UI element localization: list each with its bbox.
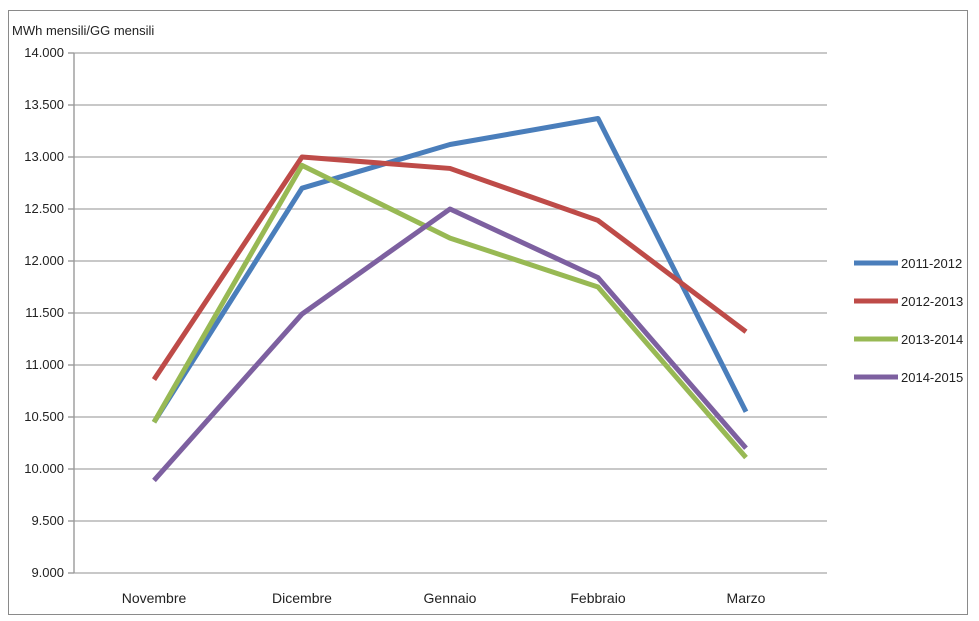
series-layer bbox=[151, 116, 749, 483]
y-tick-label: 11.000 bbox=[25, 357, 64, 372]
x-axis-ticks: Novembre Dicembre Gennaio Febbraio Marzo bbox=[122, 590, 766, 606]
y-tick-label: 14.000 bbox=[24, 45, 64, 60]
y-axis-title: MWh mensili/GG mensili bbox=[12, 23, 154, 38]
legend-label: 2014-2015 bbox=[901, 370, 963, 385]
legend-label: 2013-2014 bbox=[901, 332, 963, 347]
legend: 2011-2012 2012-2013 2013-2014 2014-2015 bbox=[854, 256, 963, 385]
y-tick-label: 9.500 bbox=[31, 513, 64, 528]
series-line-2011-2012 bbox=[151, 116, 749, 424]
y-tick-label: 13.000 bbox=[24, 149, 64, 164]
series-line-2013-2014 bbox=[151, 162, 748, 460]
x-tick-label: Marzo bbox=[727, 590, 766, 606]
y-axis-ticks: 9.000 9.500 10.000 10.500 11.000 11.500 12.000… bbox=[24, 45, 64, 580]
x-tick-label: Febbraio bbox=[570, 590, 625, 606]
y-tick-label: 12.500 bbox=[24, 201, 64, 216]
y-tick-label: 10.000 bbox=[24, 461, 64, 476]
y-tick-label: 10.500 bbox=[24, 409, 64, 424]
x-tick-label: Gennaio bbox=[424, 590, 477, 606]
y-tick-label: 13.500 bbox=[24, 97, 64, 112]
series-line-2012-2013 bbox=[151, 154, 748, 381]
line-chart: 9.000 9.500 10.000 10.500 11.000 11.500 12.000… bbox=[12, 23, 963, 606]
x-tick-label: Novembre bbox=[122, 590, 187, 606]
x-tick-label: Dicembre bbox=[272, 590, 332, 606]
grid-layer bbox=[68, 52, 827, 574]
series-line-2014-2015 bbox=[152, 206, 748, 483]
legend-label: 2012-2013 bbox=[901, 294, 963, 309]
chart-frame: 9.000 9.500 10.000 10.500 11.000 11.500 12.000… bbox=[8, 10, 968, 615]
y-tick-label: 11.500 bbox=[25, 305, 64, 320]
y-tick-label: 12.000 bbox=[24, 253, 64, 268]
y-tick-label: 9.000 bbox=[31, 565, 64, 580]
legend-label: 2011-2012 bbox=[901, 256, 962, 271]
